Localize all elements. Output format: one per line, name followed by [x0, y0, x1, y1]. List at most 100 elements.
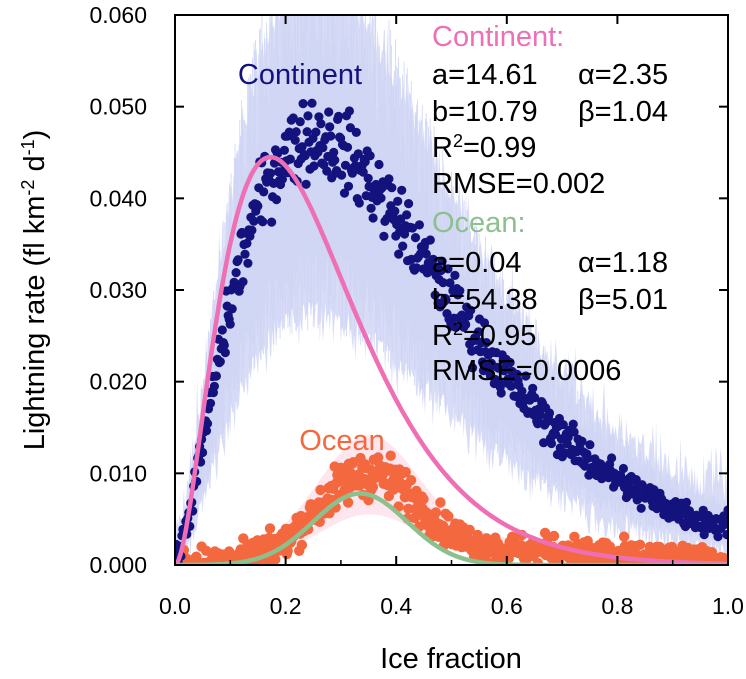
continent-data-point — [325, 122, 335, 132]
y-tick-label: 0.060 — [89, 2, 147, 28]
x-axis-ticks: 0.0 0.2 0.4 0.6 0.8 1.0 — [159, 15, 744, 619]
x-axis-title: Ice fraction — [380, 643, 522, 675]
continent-data-point — [517, 386, 527, 396]
continent-data-point — [297, 142, 307, 152]
continent-data-point — [636, 503, 646, 513]
continent-data-point — [279, 145, 289, 155]
continent-data-point — [618, 463, 629, 474]
continent-r2-value: R2=0.99 — [432, 131, 536, 164]
continent-rmse-value: RMSE=0.002 — [432, 168, 605, 200]
continent-data-point — [366, 203, 376, 213]
ocean-annotation-heading: Ocean: — [432, 207, 526, 239]
continent-data-point — [233, 255, 243, 265]
ocean-data-point — [435, 497, 446, 508]
continent-data-point — [466, 305, 476, 315]
continent-data-point — [295, 117, 305, 127]
continent-data-point — [411, 263, 422, 273]
continent-data-point — [309, 161, 319, 171]
continent-data-point — [607, 453, 617, 463]
x-tick-label: 1.0 — [712, 593, 744, 619]
continent-data-point — [219, 340, 229, 350]
continent-data-point — [322, 166, 332, 176]
continent-data-point — [410, 233, 421, 243]
continent-annotation-heading: Continent: — [432, 21, 564, 53]
continent-data-point — [421, 249, 431, 259]
continent-data-point — [225, 319, 235, 329]
continent-data-point — [258, 217, 268, 227]
continent-data-point — [288, 113, 298, 123]
ocean-uncertainty-band — [175, 435, 728, 563]
continent-data-point — [337, 170, 347, 180]
continent-data-point — [365, 151, 375, 161]
continent-data-point — [400, 229, 410, 239]
continent-fit-annotation: Continent: a=14.61 α=2.35 b=10.79 β=1.04… — [432, 21, 668, 200]
continent-data-point — [536, 410, 546, 420]
continent-data-point — [397, 185, 407, 195]
continent-beta-value: β=1.04 — [578, 96, 668, 128]
continent-data-point — [569, 427, 579, 437]
continent-data-point — [521, 371, 531, 381]
ocean-series-label: Ocean — [299, 425, 384, 457]
continent-data-point — [428, 254, 438, 264]
continent-data-point — [318, 143, 328, 153]
continent-data-point — [379, 231, 389, 241]
continent-data-point — [393, 196, 403, 206]
continent-data-point — [404, 199, 414, 209]
ocean-data-point — [315, 484, 326, 496]
continent-data-point — [339, 188, 350, 198]
ocean-data-point — [405, 475, 417, 486]
continent-data-point — [220, 348, 230, 358]
ocean-data-point — [270, 554, 281, 565]
continent-data-point — [227, 304, 237, 314]
continent-data-point — [445, 278, 455, 288]
continent-data-point — [353, 149, 363, 159]
fit-curves — [175, 154, 728, 565]
continent-data-point — [468, 363, 478, 373]
continent-data-point — [384, 174, 394, 184]
continent-data-point — [326, 131, 336, 141]
ocean-data-point — [539, 527, 551, 539]
continent-data-point — [363, 173, 373, 183]
continent-data-point — [368, 213, 378, 223]
continent-data-point — [344, 106, 354, 116]
continent-data-point — [394, 249, 404, 259]
y-tick-label: 0.010 — [89, 460, 147, 486]
continent-data-point — [259, 187, 269, 197]
continent-data-point — [285, 154, 295, 164]
continent-data-point — [414, 220, 424, 230]
x-tick-label: 0.8 — [601, 593, 633, 619]
continent-data-point — [407, 223, 418, 233]
continent-data-point — [539, 438, 549, 448]
x-tick-label: 0.0 — [159, 593, 191, 619]
continent-data-point — [298, 99, 308, 109]
continent-data-point — [291, 127, 301, 137]
continent-data-point — [506, 381, 516, 391]
y-tick-label: 0.020 — [89, 369, 147, 395]
data-points — [175, 98, 728, 565]
continent-data-point — [544, 408, 555, 418]
continent-data-point — [303, 111, 313, 121]
continent-data-point — [247, 225, 257, 235]
continent-data-point — [461, 319, 471, 330]
x-tick-label: 0.2 — [270, 593, 302, 619]
continent-data-point — [311, 127, 321, 137]
continent-data-point — [387, 183, 397, 193]
continent-data-point — [374, 159, 384, 170]
y-tick-label: 0.030 — [89, 277, 147, 303]
ocean-alpha-value: α=1.18 — [578, 247, 668, 279]
continent-data-point — [290, 135, 300, 145]
continent-data-point — [354, 198, 364, 208]
continent-data-point — [455, 286, 465, 296]
continent-alpha-value: α=2.35 — [578, 59, 668, 91]
continent-data-point — [217, 325, 227, 335]
continent-data-point — [238, 277, 248, 287]
continent-data-point — [302, 127, 312, 137]
ocean-data-point — [443, 511, 454, 522]
continent-data-point — [342, 142, 353, 152]
continent-data-point — [198, 447, 208, 458]
continent-data-point — [314, 112, 324, 122]
ocean-r2-value: R2=0.95 — [432, 319, 536, 352]
continent-data-point — [277, 174, 287, 184]
continent-data-point — [568, 419, 578, 429]
